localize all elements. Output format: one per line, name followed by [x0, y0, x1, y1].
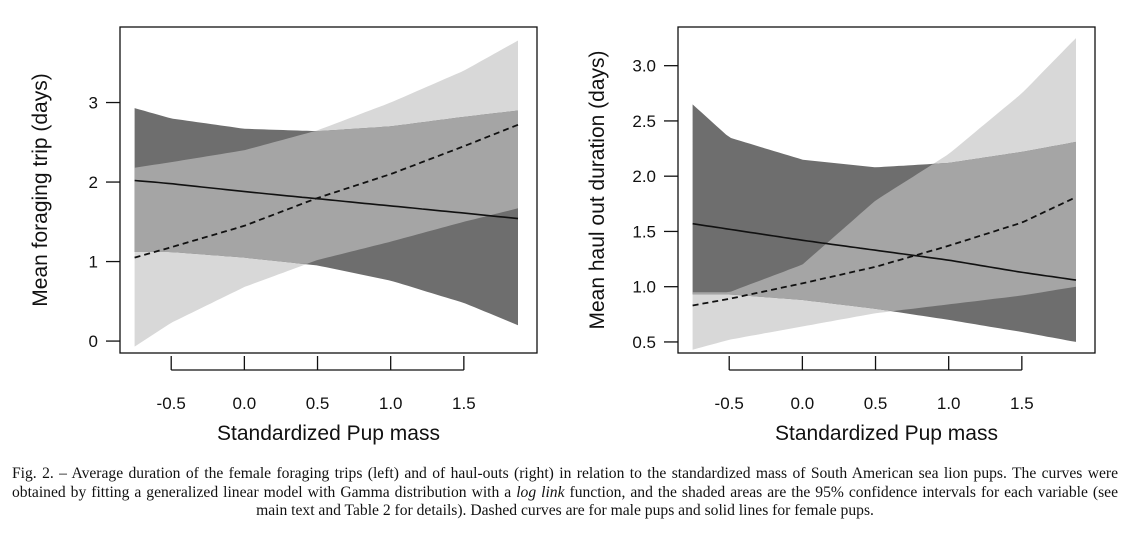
y-tick-label: 0	[89, 332, 98, 351]
ci-bands	[692, 38, 1076, 350]
x-tick-label: 1.5	[452, 394, 476, 413]
x-tick-label: -0.5	[715, 394, 744, 413]
haul-out-panel: -0.5 0.0 0.5 1.0 1.5 Standardized Pup mass 0.5…	[586, 26, 1096, 445]
y-tick-label: 1	[89, 253, 98, 272]
x-axis-title: Standardized Pup mass	[775, 422, 998, 445]
figure-caption: Fig. 2. – Average duration of the female…	[12, 465, 1118, 521]
x-axis-title: Standardized Pup mass	[217, 422, 440, 445]
caption-lead: Fig. 2. – Average duration of the female…	[12, 465, 1118, 501]
x-tick-label: 0.0	[791, 394, 815, 413]
overlap-ci-band	[134, 110, 518, 264]
y-axis-title: Mean haul out duration (days)	[586, 51, 609, 330]
y-tick-label: 3	[89, 94, 98, 113]
foraging-trip-panel: -0.5 0.0 0.5 1.0 1.5 Standardized Pup mass 0 1 2…	[29, 26, 538, 445]
x-tick-label: 1.0	[379, 394, 403, 413]
y-tick-label: 3.0	[632, 57, 656, 76]
y-tick-label: 1.5	[632, 222, 656, 241]
y-tick-label: 1.0	[632, 278, 656, 297]
caption-tail: function, and the shaded areas are the 9…	[256, 483, 1118, 520]
x-tick-label: 0.5	[306, 394, 330, 413]
female-fit-line	[692, 222, 1077, 281]
x-tick-label: 0.0	[233, 394, 257, 413]
x-tick-label: -0.5	[157, 394, 186, 413]
plot-frame	[119, 26, 538, 354]
y-tick-label: 2	[89, 173, 98, 192]
y-tick-label: 0.5	[632, 333, 656, 352]
x-tick-label: 1.5	[1010, 394, 1034, 413]
male-fit-line	[134, 123, 519, 259]
x-tick-label: 1.0	[937, 394, 961, 413]
x-tick-label: 0.5	[864, 394, 888, 413]
overlap-ci-band	[692, 141, 1076, 311]
ci-bands	[134, 40, 518, 347]
y-tick-label: 2.0	[632, 167, 656, 186]
female-fit-line	[134, 179, 519, 220]
caption-emphasis: log link	[516, 483, 565, 501]
male-fit-line	[692, 196, 1077, 307]
y-axis-title: Mean foraging trip (days)	[29, 73, 52, 306]
y-tick-label: 2.5	[632, 112, 656, 131]
plot-frame	[677, 26, 1096, 354]
